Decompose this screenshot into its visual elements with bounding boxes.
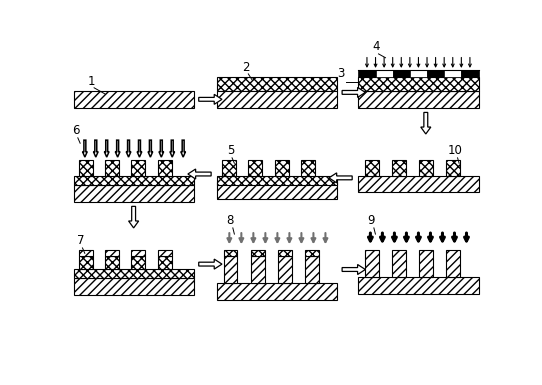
Bar xyxy=(358,91,479,108)
Bar xyxy=(248,160,262,176)
Bar xyxy=(358,277,479,294)
Bar xyxy=(446,250,460,277)
Text: 10: 10 xyxy=(448,144,462,157)
Bar xyxy=(74,269,194,278)
Polygon shape xyxy=(148,140,153,157)
Bar xyxy=(158,256,172,269)
Polygon shape xyxy=(93,140,98,157)
Bar xyxy=(217,283,338,300)
Text: 6: 6 xyxy=(73,124,80,137)
Bar xyxy=(105,250,119,256)
Polygon shape xyxy=(159,140,164,157)
Text: 4: 4 xyxy=(372,40,380,53)
Bar xyxy=(393,70,410,77)
Bar xyxy=(365,250,378,277)
Bar xyxy=(131,250,145,256)
Bar xyxy=(419,160,433,176)
Bar xyxy=(301,160,315,176)
Bar xyxy=(158,160,172,176)
Bar xyxy=(223,256,237,283)
Polygon shape xyxy=(188,169,211,179)
Text: 1: 1 xyxy=(88,75,95,88)
Bar xyxy=(358,176,479,192)
Bar xyxy=(410,70,427,77)
Polygon shape xyxy=(199,94,222,104)
Text: 5: 5 xyxy=(227,144,234,157)
Bar xyxy=(74,91,194,108)
Bar xyxy=(392,250,405,277)
Bar xyxy=(223,250,237,256)
Bar xyxy=(278,250,292,256)
Polygon shape xyxy=(115,140,120,157)
Polygon shape xyxy=(199,259,222,269)
Polygon shape xyxy=(181,140,185,157)
Bar xyxy=(105,256,119,269)
Bar xyxy=(217,91,338,108)
Polygon shape xyxy=(342,264,365,275)
Bar xyxy=(305,250,319,256)
Polygon shape xyxy=(329,173,352,183)
Bar xyxy=(217,77,338,91)
Bar xyxy=(79,160,93,176)
Bar xyxy=(158,250,172,256)
Polygon shape xyxy=(128,206,139,228)
Bar xyxy=(79,250,93,256)
Bar xyxy=(250,250,264,256)
Polygon shape xyxy=(105,140,109,157)
Bar xyxy=(419,250,433,277)
Bar xyxy=(305,256,319,283)
Polygon shape xyxy=(342,87,365,97)
Bar xyxy=(74,278,194,295)
Bar xyxy=(444,70,461,77)
Bar xyxy=(278,256,292,283)
Bar xyxy=(131,256,145,269)
Polygon shape xyxy=(170,140,175,157)
Polygon shape xyxy=(137,140,142,157)
Bar xyxy=(358,77,479,91)
Polygon shape xyxy=(421,112,431,134)
Bar xyxy=(358,70,376,77)
Bar xyxy=(250,256,264,283)
Bar xyxy=(376,70,393,77)
Polygon shape xyxy=(126,140,131,157)
Bar xyxy=(131,160,145,176)
Text: 7: 7 xyxy=(77,234,85,247)
Bar xyxy=(217,182,338,199)
Bar xyxy=(446,160,460,176)
Bar xyxy=(365,160,378,176)
Bar xyxy=(427,70,444,77)
Text: 8: 8 xyxy=(227,214,234,227)
Bar xyxy=(105,160,119,176)
Text: 2: 2 xyxy=(242,61,250,74)
Bar xyxy=(217,176,338,185)
Bar xyxy=(74,176,194,185)
Text: 9: 9 xyxy=(367,214,375,227)
Bar xyxy=(79,256,93,269)
Bar xyxy=(392,160,405,176)
Bar xyxy=(461,70,479,77)
Text: 3: 3 xyxy=(337,67,344,80)
Bar xyxy=(74,185,194,202)
Polygon shape xyxy=(82,140,87,157)
Bar xyxy=(275,160,289,176)
Bar xyxy=(222,160,236,176)
